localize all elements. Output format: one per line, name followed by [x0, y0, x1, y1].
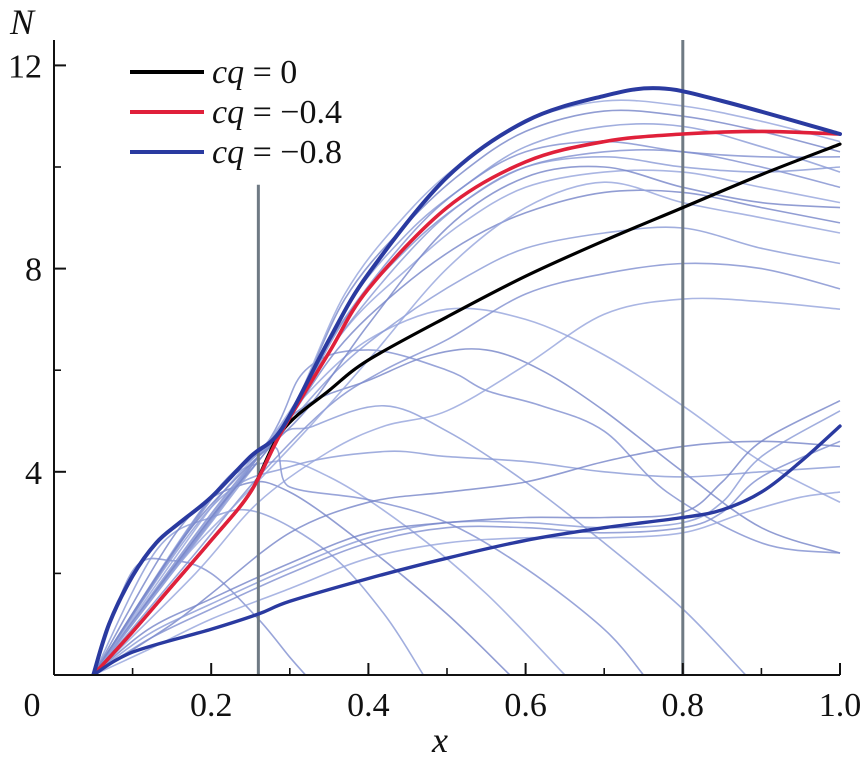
series-line-3	[91, 424, 842, 675]
thin-curve-22	[92, 165, 841, 675]
legend: cq = 0cq = −0.4cq = −0.8	[130, 54, 342, 171]
thin-curve-19	[92, 99, 841, 675]
x-tick-label: 0	[24, 687, 41, 724]
legend-label: cq = −0.8	[212, 134, 342, 171]
thin-curve-13	[92, 226, 841, 675]
thin-curve-27	[92, 491, 841, 675]
thin-curve-2	[92, 480, 511, 675]
legend-label: cq = −0.4	[212, 94, 342, 131]
thin-curve-17	[92, 123, 841, 675]
series-line-1	[91, 129, 842, 675]
thin-curve-11	[92, 297, 841, 675]
y-axis-title: N	[9, 2, 36, 42]
thin-curve-16	[92, 149, 841, 675]
x-axis-title: x	[431, 720, 448, 760]
thin-curve-0	[92, 557, 307, 675]
x-tick-label: 1.0	[819, 687, 862, 724]
vertical-lines	[256, 40, 685, 675]
thin-curves	[92, 99, 841, 675]
legend-label: cq = 0	[212, 54, 297, 91]
thin-curve-26	[92, 399, 841, 675]
x-tick-label: 0.6	[504, 687, 547, 724]
thin-curve-4	[92, 446, 645, 675]
x-tick-label: 0.4	[347, 687, 390, 724]
thin-curve-14	[92, 189, 841, 675]
main-curves	[91, 86, 842, 675]
x-tick-label: 0.8	[662, 687, 705, 724]
x-tick-label: 0.2	[190, 687, 233, 724]
thin-curve-25	[92, 410, 841, 675]
thin-curve-20	[92, 140, 841, 675]
y-tick-label: 12	[8, 48, 42, 85]
y-tick-label: 4	[25, 455, 42, 492]
thin-curve-21	[92, 155, 841, 675]
thin-curve-3	[92, 460, 566, 675]
thin-curve-12	[92, 262, 841, 675]
series-line-0	[91, 142, 842, 675]
y-tick-label: 8	[25, 252, 42, 289]
series-line-2	[91, 86, 842, 675]
thin-curve-8	[92, 349, 841, 675]
ticks: 0 0.2 0.4 0.6 0.8 1.0 4 8 12	[8, 48, 861, 724]
thin-curve-7	[92, 307, 841, 675]
